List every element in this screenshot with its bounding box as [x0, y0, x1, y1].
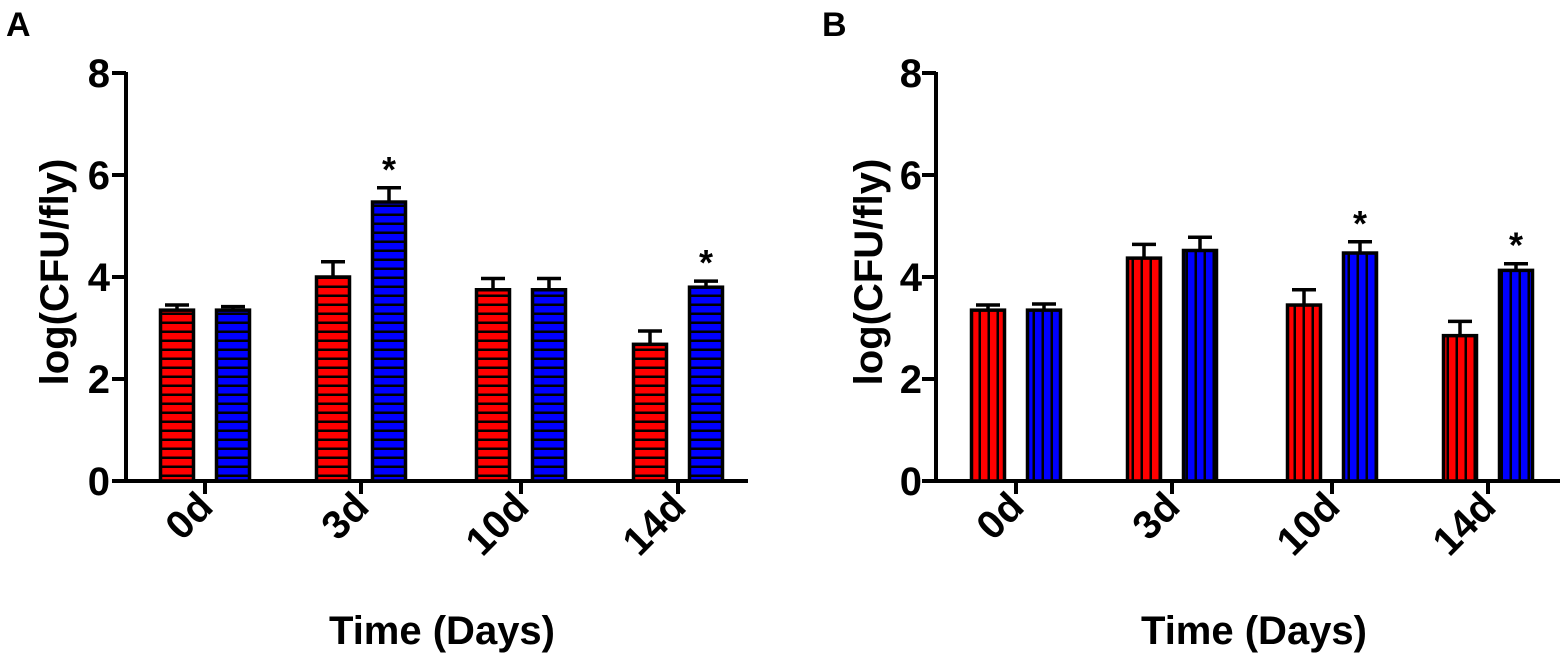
panel-b-x-tick-label: 3d	[1124, 484, 1188, 548]
panel-b-y-tick-label: 6	[900, 154, 922, 198]
panel-b-bar-blue-0d	[1025, 308, 1063, 483]
panel-b-y-tick-label: 8	[900, 52, 922, 96]
panel-b-bar-blue-10d	[1341, 251, 1379, 483]
panel-a-y-tick-label: 0	[88, 460, 110, 504]
panel-b-y-tick-label: 4	[900, 256, 923, 300]
panel-a: A log(CFU/fly) Time (Days) 0 2 4 6 8 0d 3d * 10d…	[6, 6, 748, 653]
panel-a-label: A	[6, 6, 31, 44]
panel-a-y-tick-label: 2	[88, 358, 110, 402]
panel-a-x-tick-label: 3d	[313, 484, 377, 548]
panel-a-x-axis-title: Time (Days)	[329, 609, 555, 653]
panel-a-bar-red-0d	[158, 308, 196, 483]
panel-b: B log(CFU/fly) Time (Days) 0 2 4 6 8 0d 3d 10d *…	[822, 6, 1560, 653]
panel-a-bar-blue-14d	[687, 285, 725, 483]
panel-a-significance-marker-14d: *	[699, 242, 713, 283]
panel-a-y-tick-label: 6	[88, 154, 110, 198]
panel-b-bar-red-14d	[1441, 333, 1479, 483]
panel-a-y-tick-label: 8	[88, 52, 110, 96]
panel-b-bar-red-0d	[969, 308, 1007, 483]
panel-b-y-tick-label: 2	[900, 358, 922, 402]
panel-b-significance-marker-14d: *	[1509, 225, 1523, 266]
panel-b-y-tick-label: 0	[900, 460, 922, 504]
panel-a-y-tick-label: 4	[88, 256, 111, 300]
panel-a-significance-marker-3d: *	[382, 149, 396, 190]
panel-a-bar-blue-3d	[370, 200, 408, 483]
panel-a-y-axis-title: log(CFU/fly)	[33, 159, 77, 386]
panel-b-plot: 0 2 4 6 8 0d 3d 10d * 14d *	[900, 52, 1560, 564]
panel-b-label: B	[822, 6, 847, 44]
panel-a-bar-red-3d	[314, 275, 352, 483]
panel-b-x-tick-label: 10d	[1269, 484, 1349, 564]
panel-a-x-tick-label: 14d	[615, 484, 695, 564]
panel-b-bar-blue-14d	[1497, 268, 1535, 483]
panel-b-x-tick-label: 14d	[1425, 484, 1505, 564]
panel-a-bar-red-10d	[474, 288, 512, 483]
panel-a-bar-red-14d	[631, 342, 669, 483]
panel-b-significance-marker-10d: *	[1353, 203, 1367, 244]
panel-b-bar-red-10d	[1285, 303, 1323, 483]
panel-a-x-tick-label: 0d	[157, 484, 221, 548]
panel-b-x-tick-label: 0d	[968, 484, 1032, 548]
panel-a-bar-blue-10d	[530, 288, 568, 483]
panel-a-plot: 0 2 4 6 8 0d 3d * 10d 14d *	[88, 52, 748, 564]
panel-b-x-axis-title: Time (Days)	[1141, 609, 1367, 653]
panel-a-bar-blue-0d	[214, 308, 252, 483]
panel-b-bar-red-3d	[1125, 256, 1163, 483]
panel-b-bar-blue-3d	[1181, 248, 1219, 483]
panel-b-y-axis-title: log(CFU/fly)	[847, 159, 891, 386]
panel-a-x-tick-label: 10d	[458, 484, 538, 564]
